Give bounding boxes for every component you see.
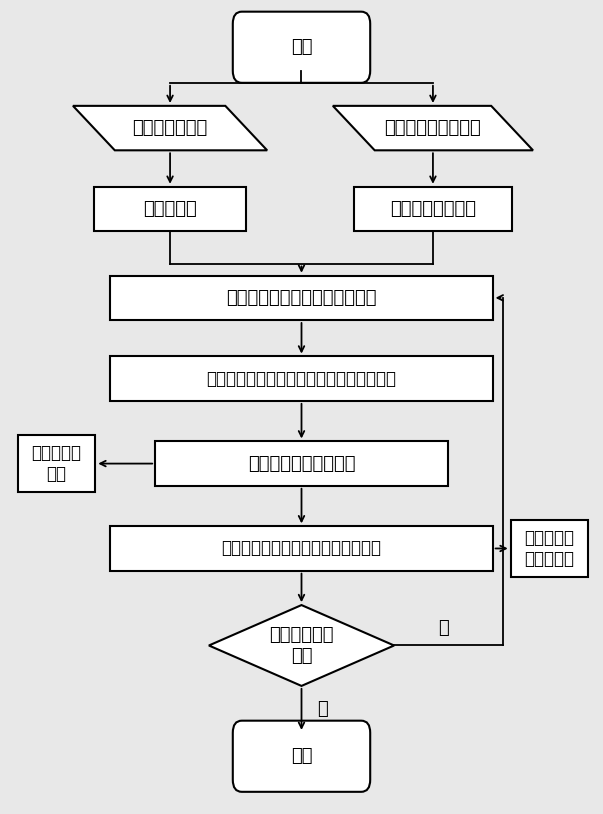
Bar	[511, 520, 589, 577]
Bar	[17, 435, 95, 492]
Bar	[354, 186, 512, 231]
Text: 有限差分网
格模块计算: 有限差分网 格模块计算	[525, 529, 575, 568]
FancyBboxPatch shape	[233, 720, 370, 792]
Text: 否: 否	[438, 619, 449, 637]
Polygon shape	[209, 605, 394, 686]
Bar	[110, 526, 493, 571]
Polygon shape	[73, 106, 267, 151]
Text: 是: 是	[317, 700, 328, 719]
Text: 颗粒流模型: 颗粒流模型	[143, 200, 197, 218]
Text: 输入颗粒流参数: 输入颗粒流参数	[133, 119, 207, 137]
Text: 颗粒流模块
计算: 颗粒流模块 计算	[31, 444, 81, 483]
Bar	[110, 357, 493, 401]
Text: 计算耦合边界有限差分单元节点受力: 计算耦合边界有限差分单元节点受力	[221, 540, 382, 558]
Text: 输入有限差分法参数: 输入有限差分法参数	[385, 119, 481, 137]
Bar	[155, 441, 448, 486]
Bar	[94, 186, 246, 231]
FancyBboxPatch shape	[233, 11, 370, 83]
Polygon shape	[333, 106, 533, 151]
Text: 确定有限差分网格边界接触颗粒: 确定有限差分网格边界接触颗粒	[226, 289, 377, 307]
Text: 有限差分网格模型: 有限差分网格模型	[390, 200, 476, 218]
Bar	[110, 276, 493, 320]
Text: 计算颗粒与有限差分网格重叠量、相对速度: 计算颗粒与有限差分网格重叠量、相对速度	[206, 370, 397, 387]
Text: 开始: 开始	[291, 38, 312, 56]
Text: 模型是否达到
平衡: 模型是否达到 平衡	[270, 626, 333, 665]
Text: 结束: 结束	[291, 747, 312, 765]
Text: 计算耦合边界颗粒受力: 计算耦合边界颗粒受力	[248, 454, 355, 473]
